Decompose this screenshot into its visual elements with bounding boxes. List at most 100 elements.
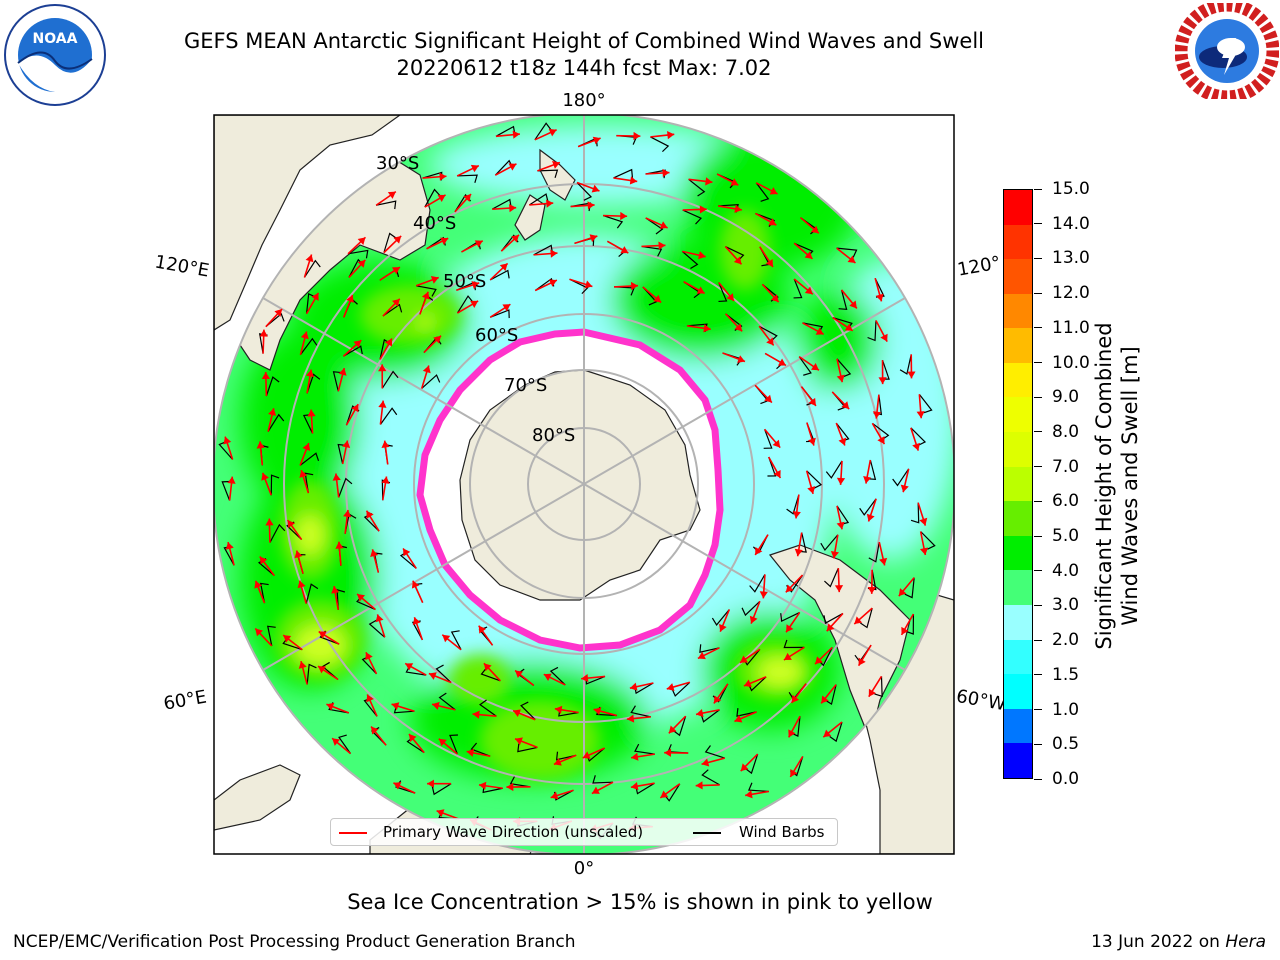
colorbar-tick-label: 6.0 xyxy=(1052,491,1080,512)
legend-wave-direction: Primary Wave Direction (unscaled) xyxy=(383,823,644,841)
lon-label-top: 180° xyxy=(562,90,605,111)
wind-barb xyxy=(829,721,843,743)
wave-arrow-head xyxy=(581,673,589,683)
colorbar-title-line2: Wind Waves and Swell [m] xyxy=(1118,346,1142,626)
wind-barb xyxy=(479,699,497,717)
wave-arrow-head xyxy=(697,651,706,660)
colorbar-tick-label: 2.0 xyxy=(1052,630,1080,651)
wind-barb xyxy=(920,531,936,550)
wave-arrow-head xyxy=(548,128,557,137)
wind-barb xyxy=(671,681,691,697)
wave-arrow-head xyxy=(847,255,856,263)
colorbar-tick-mark xyxy=(1034,396,1042,398)
wind-barb xyxy=(259,582,269,604)
wind-barb xyxy=(431,783,452,796)
colorbar-tick-mark xyxy=(1034,466,1042,468)
wave-arrow-head xyxy=(919,517,928,526)
chart-title: GEFS MEAN Antarctic Significant Height o… xyxy=(183,29,985,53)
map-frame xyxy=(213,114,955,855)
wave-arrow-head xyxy=(381,440,390,448)
wind-barb xyxy=(534,122,552,141)
wave-arrow-head xyxy=(471,281,480,289)
wave-arrow-head xyxy=(225,542,234,550)
wind-barb xyxy=(718,282,728,303)
wave-arrow-head xyxy=(499,263,508,272)
lon-label-120w: 120° xyxy=(956,252,1002,280)
colorbar-tick-label: 14.0 xyxy=(1052,213,1090,234)
wind-barb xyxy=(381,370,399,389)
wave-arrow-head xyxy=(512,130,520,139)
wave-arrow-head xyxy=(705,177,713,186)
wave-arrow-head xyxy=(807,486,816,494)
wave-arrow-head xyxy=(305,369,315,378)
wind-barb xyxy=(457,174,478,183)
wind-barb xyxy=(806,470,823,489)
wind-barb xyxy=(265,376,280,397)
wave-arrow-head xyxy=(836,477,846,485)
wave-arrow-head xyxy=(804,251,813,259)
wind-barb xyxy=(306,373,321,394)
colorbar-tick-mark xyxy=(1034,223,1042,225)
wave-arrow-head xyxy=(550,249,558,258)
wind-barb xyxy=(825,460,843,479)
colorbar-tick-label: 5.0 xyxy=(1052,526,1080,547)
wind-barb xyxy=(269,523,286,543)
wave-arrow-head xyxy=(438,738,447,747)
wave-arrow-head xyxy=(287,520,295,529)
wind-barb xyxy=(747,782,769,793)
colorbar-segment xyxy=(1004,639,1032,675)
wind-barb xyxy=(744,753,759,775)
wave-arrow-head xyxy=(343,509,352,518)
wave-arrow-head xyxy=(227,476,236,484)
wave-arrow-head xyxy=(391,702,400,711)
wave-arrow-head xyxy=(474,240,483,248)
wave-arrow-head xyxy=(387,191,396,199)
colorbar-tick-label: 11.0 xyxy=(1052,317,1090,338)
wave-arrow-head xyxy=(432,701,440,710)
wind-barb xyxy=(836,247,858,258)
colorbar-segment xyxy=(1004,535,1032,571)
wave-arrow-head xyxy=(261,372,271,380)
wave-arrow-head xyxy=(436,809,445,818)
wave-arrow-head xyxy=(366,510,374,519)
legend-wind-barbs: Wind Barbs xyxy=(739,823,825,841)
wind-barb xyxy=(379,407,398,425)
wind-barb xyxy=(780,611,800,623)
wind-barb xyxy=(763,429,773,449)
wave-arrow-head xyxy=(506,782,514,792)
lon-label-120e: 120°E xyxy=(153,251,211,281)
wave-arrow-head xyxy=(849,300,857,309)
map-legend: Primary Wave Direction (unscaled) Wind B… xyxy=(330,818,838,846)
wind-barb xyxy=(343,345,363,357)
wind-barb xyxy=(265,312,285,328)
wind-barb xyxy=(918,393,933,414)
colorbar-segment xyxy=(1004,570,1032,606)
wave-arrow-head xyxy=(755,546,763,555)
wave-arrow-head xyxy=(811,362,819,371)
wave-arrow-head xyxy=(769,187,778,195)
wave-arrow-head xyxy=(719,623,727,632)
wind-barb xyxy=(569,278,589,295)
wind-barb xyxy=(824,567,839,588)
wave-arrow-head xyxy=(591,184,600,193)
wind-barb xyxy=(306,663,317,685)
wave-arrow-head xyxy=(699,205,707,214)
wave-arrow-head xyxy=(274,308,283,317)
wave-arrow-head xyxy=(836,374,845,383)
wave-arrow-head xyxy=(743,679,752,688)
wind-barb xyxy=(860,607,873,629)
wind-barb xyxy=(700,709,720,723)
colorbar-tick-mark xyxy=(1034,431,1042,433)
wave-arrow-head xyxy=(841,401,850,410)
wind-barb xyxy=(456,295,474,314)
wave-arrow-head xyxy=(626,714,635,723)
wind-barb xyxy=(424,188,441,208)
wave-arrow-head xyxy=(550,791,559,800)
graticule xyxy=(214,115,954,854)
wave-arrow-head xyxy=(366,694,374,703)
wind-barb xyxy=(449,734,458,755)
wind-barb xyxy=(299,452,320,466)
colorbar-tick-label: 10.0 xyxy=(1052,352,1090,373)
wave-arrow-head xyxy=(804,286,813,295)
wave-arrow-head xyxy=(472,710,480,719)
